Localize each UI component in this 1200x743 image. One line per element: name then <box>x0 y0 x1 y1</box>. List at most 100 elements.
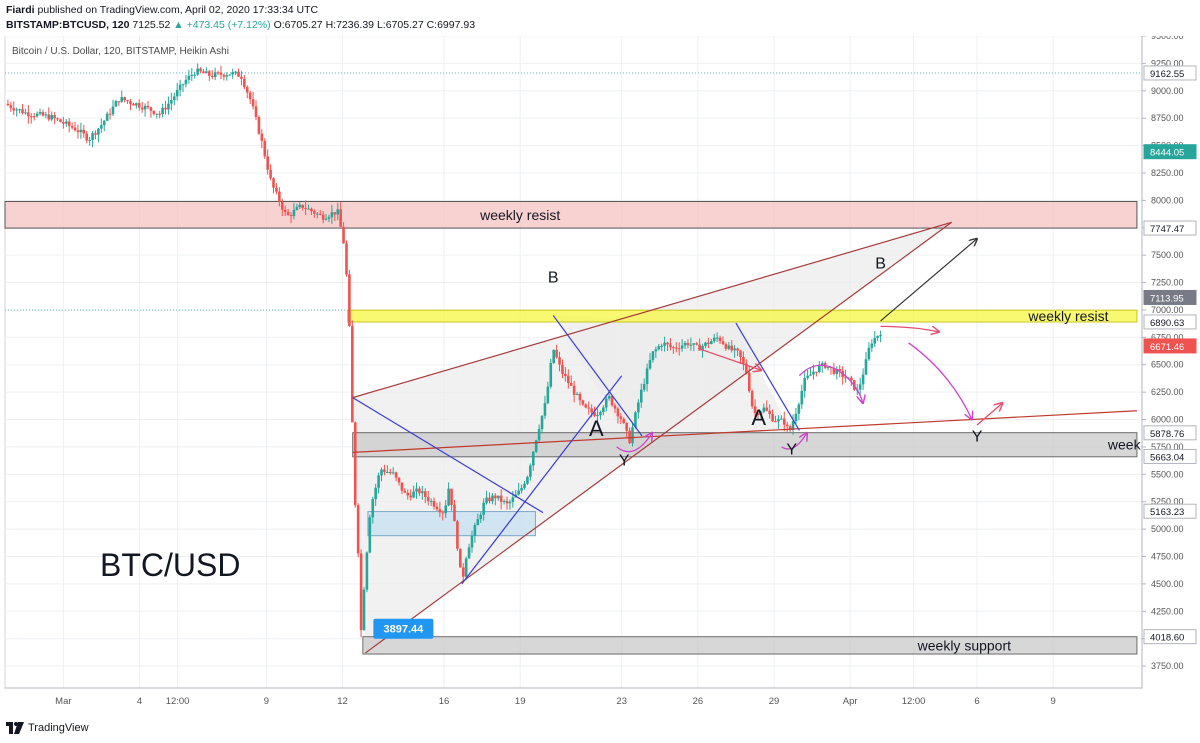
candle-body <box>345 243 348 275</box>
candle-body <box>44 114 48 116</box>
candle-body <box>327 217 331 219</box>
candle-body <box>64 121 68 124</box>
candle-body <box>812 371 815 375</box>
candle-body <box>467 547 471 559</box>
candle-body <box>870 343 874 348</box>
level-zone <box>4 200 1138 229</box>
candle-body <box>429 500 433 502</box>
candle-body <box>234 71 237 73</box>
candle-body <box>674 347 678 349</box>
candle-body <box>569 383 573 386</box>
projection-arrow <box>908 342 972 420</box>
candle-body <box>721 341 725 345</box>
candle-body <box>826 367 830 369</box>
author-name[interactable]: Fiardi <box>6 4 35 16</box>
zone-label: weekly support <box>917 637 1011 653</box>
candle-body <box>794 413 798 422</box>
candle-body <box>190 74 194 76</box>
candle-body <box>415 488 418 492</box>
candle-body <box>114 101 118 107</box>
candle-body <box>555 349 558 358</box>
candle-body <box>669 344 672 348</box>
time-tick-label: 12 <box>337 696 348 707</box>
candle-body <box>348 274 351 326</box>
candle-body <box>593 412 596 416</box>
candle-body <box>213 72 217 78</box>
candle-body <box>631 427 634 444</box>
candle-body <box>768 410 771 415</box>
candle-body <box>318 213 322 215</box>
price-tag <box>1143 448 1197 464</box>
candle-body <box>526 476 529 484</box>
price-tick-label: 4750.00 <box>1151 552 1184 562</box>
candle-body <box>712 337 716 342</box>
candle-body <box>388 472 392 474</box>
candle-body <box>564 373 567 376</box>
chart-title: Bitcoin / U.S. Dollar, 120, BITSTAMP, He… <box>12 46 229 57</box>
time-tick-label: 12:00 <box>902 696 926 707</box>
candle-body <box>403 490 407 493</box>
candle-body <box>456 521 459 549</box>
time-tick-label: Apr <box>843 696 858 707</box>
tradingview-logo[interactable]: TradingView <box>6 722 89 734</box>
candle-body <box>461 567 465 577</box>
candle-body <box>123 97 126 101</box>
price-tag-label: 8444.05 <box>1150 148 1184 159</box>
candle-body <box>534 440 538 452</box>
candle-body <box>129 101 132 104</box>
candle-body <box>450 488 453 506</box>
candle-body <box>715 337 719 339</box>
price-tag <box>1143 314 1197 330</box>
candle-body <box>9 105 13 109</box>
candle-body <box>552 349 556 363</box>
price-tick-label: 6500.00 <box>1151 360 1184 370</box>
high-value: H:7236.39 <box>325 19 375 31</box>
symbol-watermark: BTC/USD <box>100 547 240 583</box>
candle-body <box>359 553 363 631</box>
wave-label: B <box>875 255 886 272</box>
candle-body <box>418 488 421 494</box>
price-chart[interactable]: BTC/USD Bitcoin / U.S. Dollar, 120, BITST… <box>0 36 1200 716</box>
candle-body <box>575 393 579 395</box>
candle-body <box>97 128 100 135</box>
candle-body <box>394 472 398 478</box>
candle-body <box>619 416 623 419</box>
price-change: ▲ +473.45 (+7.12%) <box>173 19 271 31</box>
candle-body <box>540 415 544 430</box>
candle-body <box>117 101 121 103</box>
candle-body <box>876 335 879 338</box>
trend-line <box>352 397 544 514</box>
price-tag <box>1143 289 1197 305</box>
candle-body <box>727 345 731 349</box>
candle-body <box>275 187 278 192</box>
candle-body <box>41 112 45 116</box>
time-tick-label: 23 <box>616 696 627 707</box>
candle-body <box>181 84 185 86</box>
candle-body <box>82 129 86 134</box>
candle-body <box>578 393 582 401</box>
candle-body <box>602 407 605 413</box>
candle-body <box>677 348 681 350</box>
candle-body <box>152 110 156 114</box>
candle-body <box>701 345 704 351</box>
wave-label: A <box>589 416 604 441</box>
candle-body <box>216 72 220 74</box>
candle-body <box>820 363 824 366</box>
candle-body <box>391 472 395 474</box>
candle-body <box>27 112 30 117</box>
candle-body <box>724 344 728 349</box>
wave-label: B <box>548 270 559 287</box>
candle-body <box>596 414 599 416</box>
candle-body <box>79 129 83 133</box>
candle-body <box>566 375 570 384</box>
candle-body <box>278 191 281 202</box>
price-tag <box>1143 503 1197 519</box>
candle-body <box>762 407 766 412</box>
candle-body <box>835 368 839 374</box>
candle-body <box>788 426 792 431</box>
wave-label: Y <box>619 453 630 470</box>
trend-line <box>552 315 643 437</box>
candle-body <box>199 68 202 72</box>
candle-body <box>56 118 59 120</box>
candle-body <box>558 357 561 365</box>
